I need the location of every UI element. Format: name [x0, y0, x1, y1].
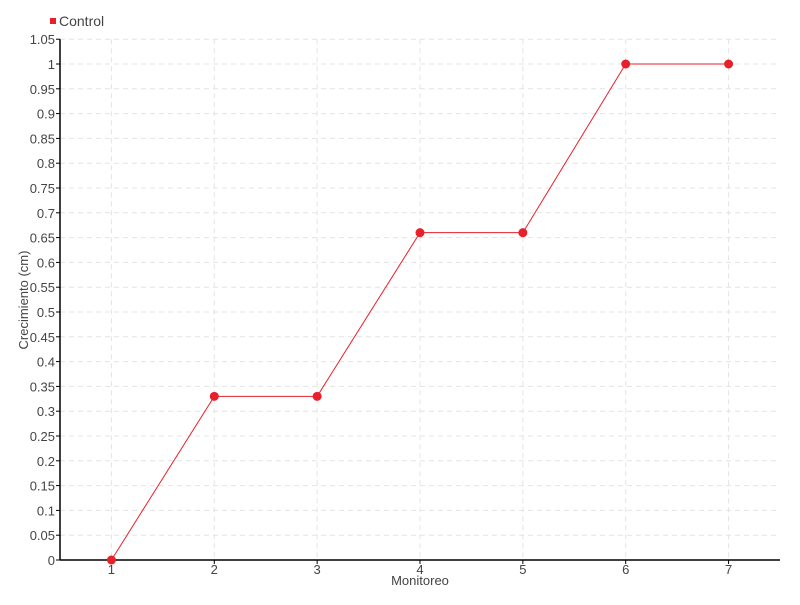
legend-label: Control [59, 13, 104, 29]
x-tick-label: 6 [622, 562, 629, 577]
data-point [415, 228, 425, 238]
x-tick-label: 1 [108, 562, 115, 577]
x-axis-label: Monitoreo [391, 573, 449, 588]
y-tick-label: 0.7 [37, 206, 55, 221]
y-axis-label: Crecimiento (cm) [16, 251, 31, 350]
y-tick-label: 0.15 [30, 479, 55, 494]
y-tick-label: 0.45 [30, 330, 55, 345]
data-point [312, 391, 322, 401]
y-tick-label: 0.55 [30, 280, 55, 295]
legend: Control [50, 13, 104, 29]
y-tick-label: 0.4 [37, 355, 55, 370]
data-point [724, 59, 734, 69]
y-tick-label: 1.05 [30, 32, 55, 47]
y-tick-label: 0.85 [30, 131, 55, 146]
data-point [209, 391, 219, 401]
y-tick-label: 0.3 [37, 404, 55, 419]
y-tick-label: 0.1 [37, 503, 55, 518]
y-tick-label: 0.8 [37, 156, 55, 171]
y-tick-label: 0.25 [30, 429, 55, 444]
y-tick-label: 0.2 [37, 454, 55, 469]
y-tick-label: 0.75 [30, 181, 55, 196]
y-tick-label: 0.95 [30, 82, 55, 97]
y-tick-label: 1 [48, 57, 55, 72]
y-tick-label: 0.05 [30, 528, 55, 543]
y-tick-label: 0.5 [37, 305, 55, 320]
x-tick-label: 7 [725, 562, 732, 577]
axes [56, 38, 780, 564]
y-tick-label: 0.65 [30, 231, 55, 246]
x-tick-label: 4 [416, 562, 423, 577]
x-tick-label: 3 [314, 562, 321, 577]
grid [60, 38, 780, 560]
data-point [518, 228, 528, 238]
y-tick-label: 0.6 [37, 255, 55, 270]
series-control [106, 59, 734, 565]
data-point [621, 59, 631, 69]
y-tick-label: 0 [48, 553, 55, 568]
tick-labels: 0 0.05 0.1 0.15 0.2 0.25 0.3 0.35 0.4 0.45 0.5 0.55… [30, 32, 733, 577]
legend-swatch [50, 18, 56, 24]
y-tick-label: 0.35 [30, 379, 55, 394]
x-tick-label: 5 [519, 562, 526, 577]
y-tick-label: 0.9 [37, 107, 55, 122]
x-tick-label: 2 [211, 562, 218, 577]
data-point [106, 555, 116, 565]
